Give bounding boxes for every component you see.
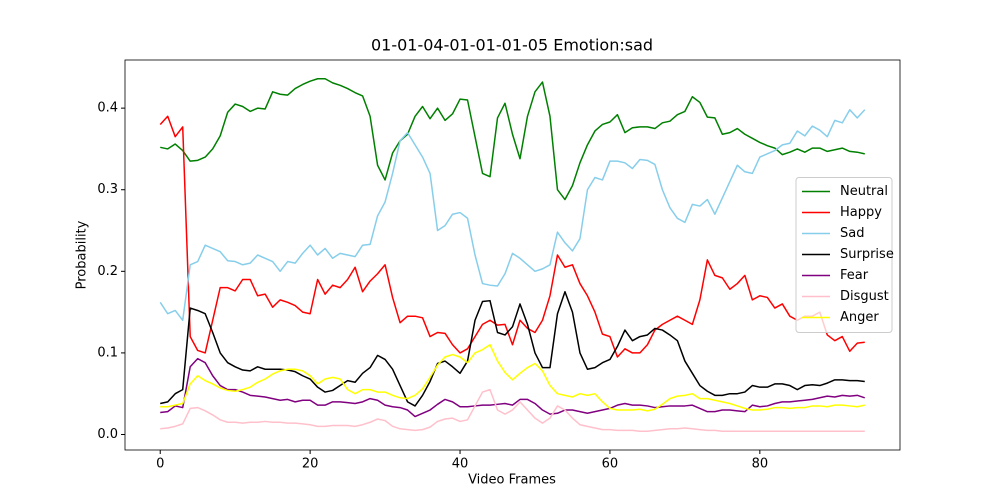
series-line — [159, 109, 866, 322]
series-line — [160, 78, 865, 201]
x-tick-label: 40 — [452, 457, 469, 472]
y-axis-label: Probability — [75, 220, 90, 289]
y-tick-label: 0.2 — [97, 264, 118, 279]
series-line — [160, 344, 865, 412]
series-line — [159, 115, 865, 358]
series-line — [160, 388, 865, 432]
y-tick-label: 0.0 — [97, 427, 118, 442]
legend-label: Sad — [840, 226, 864, 241]
x-tick-label: 80 — [752, 457, 769, 472]
legend-label: Anger — [840, 310, 879, 325]
x-tick-label: 20 — [302, 457, 319, 472]
x-axis-label: Video Frames — [468, 473, 556, 488]
y-tick-label: 0.4 — [97, 101, 118, 116]
legend-label: Neutral — [840, 184, 888, 199]
series-line — [160, 290, 865, 407]
legend-box — [795, 177, 893, 333]
chart-title: 01-01-04-01-01-01-05 Emotion:sad — [371, 36, 653, 55]
legend-label: Fear — [840, 268, 869, 283]
legend-label: Surprise — [840, 247, 894, 262]
x-tick-label: 60 — [602, 457, 619, 472]
legend-label: Happy — [840, 205, 882, 220]
x-tick-label: 0 — [156, 457, 164, 472]
y-tick-label: 0.1 — [97, 345, 118, 360]
plot-frame — [124, 59, 901, 451]
legend-label: Disgust — [840, 289, 889, 304]
y-tick-label: 0.3 — [97, 182, 118, 197]
